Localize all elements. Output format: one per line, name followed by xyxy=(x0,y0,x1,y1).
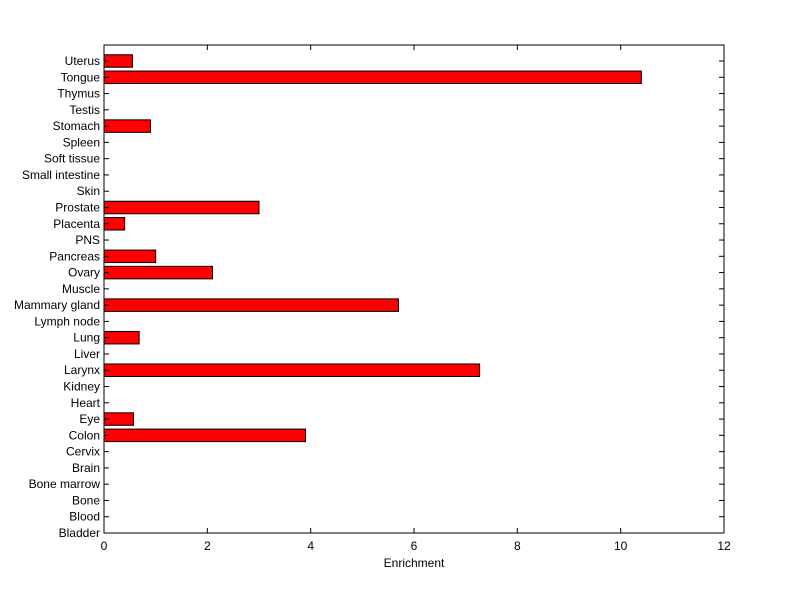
y-tick-label: Skin xyxy=(77,184,100,198)
y-tick-label: Heart xyxy=(71,396,101,410)
bar-pancreas xyxy=(103,249,157,264)
y-tick-label: Muscle xyxy=(62,282,100,296)
y-tick-label: Uterus xyxy=(65,54,100,68)
bar-colon xyxy=(103,428,306,443)
y-tick-label: Prostate xyxy=(55,200,100,214)
y-tick-label: Spleen xyxy=(63,135,100,149)
x-tick-label: 0 xyxy=(101,539,108,553)
y-tick-label: Bone marrow xyxy=(29,477,101,491)
y-tick-label: Tongue xyxy=(61,70,101,84)
y-tick-label: Lymph node xyxy=(34,314,100,328)
y-tick-label: Colon xyxy=(69,428,100,442)
y-tick-label: Soft tissue xyxy=(44,152,100,166)
bar-ovary xyxy=(103,265,213,280)
plot-background xyxy=(104,45,724,533)
bar-prostate xyxy=(103,200,260,215)
y-tick-label: Testis xyxy=(69,103,100,117)
x-tick-label: 4 xyxy=(307,539,314,553)
y-tick-label: Larynx xyxy=(64,363,100,377)
y-tick-label: Eye xyxy=(79,412,100,426)
y-ticks-group: Uterus Tongue Thymus Testis Stomach Spleen Sof… xyxy=(14,54,724,540)
x-tick-label: 6 xyxy=(411,539,418,553)
y-tick-label: Placenta xyxy=(53,217,100,231)
x-ticks-group: 0 2 4 6 8 10 12 xyxy=(101,45,731,553)
x-tick-label: 2 xyxy=(204,539,211,553)
y-tick-label: Bladder xyxy=(59,526,100,540)
y-tick-label: PNS xyxy=(75,233,100,247)
x-tick-label: 8 xyxy=(514,539,521,553)
y-tick-label: Pancreas xyxy=(49,249,100,263)
y-tick-label: Blood xyxy=(69,510,100,524)
y-tick-label: Cervix xyxy=(66,445,100,459)
y-tick-label: Lung xyxy=(73,331,100,345)
y-tick-label: Mammary gland xyxy=(14,298,100,312)
x-tick-label: 12 xyxy=(717,539,731,553)
y-tick-label: Ovary xyxy=(68,266,100,280)
y-tick-label: Bone xyxy=(72,493,100,507)
y-tick-label: Kidney xyxy=(63,380,100,394)
bar-mammary-gland xyxy=(103,298,399,312)
plot-frame xyxy=(103,44,725,534)
x-axis-label: Enrichment xyxy=(384,556,445,570)
y-tick-label: Thymus xyxy=(57,87,100,101)
x-tick-label: 10 xyxy=(614,539,628,553)
bar-lung xyxy=(103,330,140,345)
bar-larynx xyxy=(103,363,481,377)
bar-tongue xyxy=(103,70,642,85)
bar-stomach xyxy=(103,119,151,133)
y-tick-label: Liver xyxy=(74,347,100,361)
y-tick-label: Small intestine xyxy=(22,168,100,182)
y-tick-label: Brain xyxy=(72,461,100,475)
y-tick-label: Stomach xyxy=(53,119,100,133)
